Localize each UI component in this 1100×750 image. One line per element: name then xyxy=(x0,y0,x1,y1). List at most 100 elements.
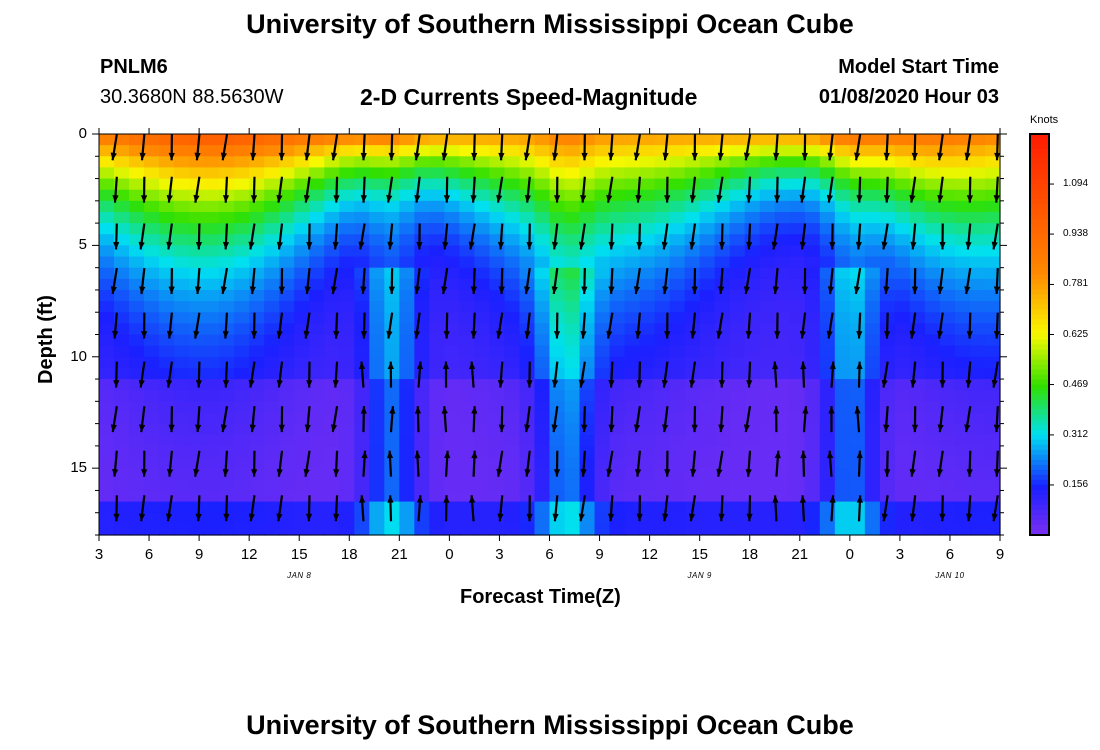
heat-cell xyxy=(954,479,971,492)
current-arrow xyxy=(166,312,174,339)
heat-cell xyxy=(399,457,415,469)
current-arrow xyxy=(827,450,834,477)
heat-cell xyxy=(864,223,881,235)
current-arrow xyxy=(223,495,230,522)
heat-cell xyxy=(804,501,821,514)
heat-cell xyxy=(729,312,746,324)
current-arrow xyxy=(361,450,368,477)
heat-cell xyxy=(534,379,551,391)
heat-cell xyxy=(969,501,986,514)
heat-cell xyxy=(639,412,656,425)
heat-cell xyxy=(609,445,626,458)
heat-cell xyxy=(339,434,355,447)
current-arrow xyxy=(939,495,946,522)
heat-cell xyxy=(804,134,821,146)
current-arrow xyxy=(716,176,724,203)
heat-cell xyxy=(474,267,491,280)
heat-cell xyxy=(819,512,836,525)
heat-cell xyxy=(324,434,340,447)
heat-cell xyxy=(624,134,641,146)
heat-cell xyxy=(309,301,325,313)
heat-cell xyxy=(204,223,220,235)
heat-cell xyxy=(744,200,761,213)
heat-cell xyxy=(249,445,265,458)
heat-cell xyxy=(639,245,656,258)
heat-cell xyxy=(354,301,370,313)
heat-cell xyxy=(234,278,250,291)
colorbar-cell xyxy=(1030,419,1049,426)
current-arrow xyxy=(909,495,917,522)
colorbar-cell xyxy=(1030,529,1049,536)
current-arrow xyxy=(743,134,752,161)
heat-cell xyxy=(624,267,641,280)
heat-cell xyxy=(444,512,460,525)
current-arrow xyxy=(854,406,861,433)
heat-cell xyxy=(714,167,731,180)
heat-cell xyxy=(264,323,280,336)
heat-cell xyxy=(204,211,220,224)
heat-cell xyxy=(969,490,986,503)
current-arrow xyxy=(939,223,946,250)
heat-cell xyxy=(894,445,911,458)
heat-cell xyxy=(909,523,926,536)
current-arrow xyxy=(553,450,561,477)
heat-cell xyxy=(549,434,566,447)
heat-cell xyxy=(264,256,280,269)
current-arrow xyxy=(881,223,889,250)
heat-cell xyxy=(744,501,761,514)
heat-cell xyxy=(939,523,956,536)
heat-cell xyxy=(369,401,385,414)
heat-cell xyxy=(234,200,250,213)
heat-cell xyxy=(129,334,145,347)
heat-cell xyxy=(189,479,205,492)
heat-cell xyxy=(399,245,415,258)
current-arrow xyxy=(578,361,586,388)
colorbar-cell xyxy=(1030,409,1049,416)
heat-cell xyxy=(834,523,851,536)
heat-cell xyxy=(354,434,370,447)
current-arrow xyxy=(526,223,533,250)
heat-cell xyxy=(804,156,821,169)
heat-cell xyxy=(444,479,460,492)
heat-cell xyxy=(204,356,220,369)
heat-cell xyxy=(819,211,836,224)
heat-cell xyxy=(204,523,220,536)
current-arrow xyxy=(220,406,229,433)
colorbar xyxy=(1029,133,1054,536)
heat-cell xyxy=(234,323,250,336)
heat-cell xyxy=(264,367,280,380)
heat-cell xyxy=(519,301,536,313)
heat-cell xyxy=(894,479,911,492)
heat-cell xyxy=(984,211,1001,224)
heat-cell xyxy=(474,379,491,391)
heat-cell xyxy=(639,434,656,447)
heat-cell xyxy=(804,356,821,369)
heat-cell xyxy=(654,278,671,291)
heat-cell xyxy=(489,223,506,235)
heat-cell xyxy=(669,312,686,324)
current-arrow xyxy=(248,495,256,522)
heat-cell xyxy=(984,479,1001,492)
heat-cell xyxy=(384,334,400,347)
heat-cell xyxy=(849,479,866,492)
heat-cell xyxy=(129,412,145,425)
heat-cell xyxy=(579,178,596,191)
heat-cell xyxy=(114,445,130,458)
heat-cell xyxy=(624,200,641,213)
heat-cell xyxy=(489,234,506,246)
heat-cell xyxy=(939,401,956,414)
heat-cell xyxy=(534,479,551,492)
heat-cell xyxy=(669,512,686,525)
heat-cell xyxy=(324,468,340,480)
heat-cell xyxy=(834,178,851,191)
heat-cell xyxy=(654,356,671,369)
heat-cell xyxy=(864,178,881,191)
heat-cell xyxy=(369,334,385,347)
current-arrow xyxy=(966,176,974,203)
heat-cell xyxy=(864,323,881,336)
current-arrow xyxy=(772,267,779,295)
heat-cell xyxy=(909,367,926,380)
heat-cell xyxy=(594,401,611,414)
heat-cell xyxy=(804,301,821,313)
heat-cell xyxy=(894,423,911,436)
